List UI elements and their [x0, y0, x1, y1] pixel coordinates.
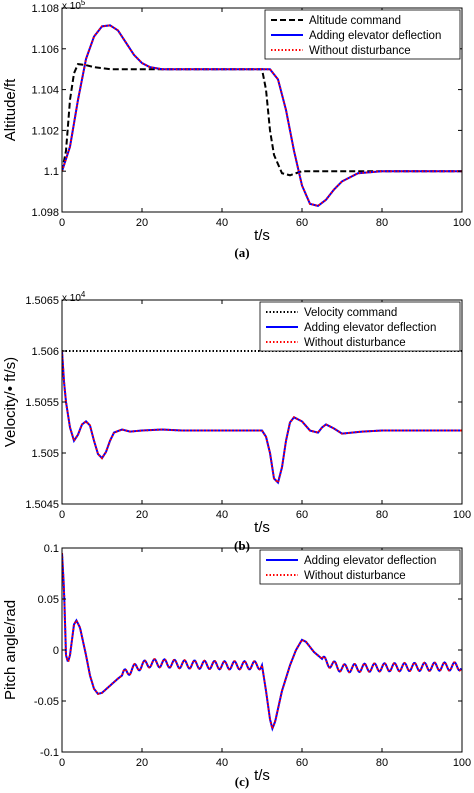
y-tick-label: 1.506	[31, 346, 59, 358]
y-tick-label: -0.05	[34, 696, 59, 708]
x-tick-label: 40	[216, 509, 228, 521]
x-tick-label: 0	[59, 509, 65, 521]
legend-label-adding-elevator-deflection: Adding elevator deflection	[309, 30, 441, 42]
y-multiplier-label: x 104	[62, 290, 86, 304]
x-tick-label: 80	[376, 217, 388, 229]
x-axis-label: t/s	[254, 519, 270, 536]
legend-label-adding-elevator-deflection: Adding elevator deflection	[304, 555, 436, 567]
panel-caption: (c)	[235, 774, 249, 789]
y-tick-label: -0.1	[40, 747, 59, 759]
legend-label-velocity-command: Velocity command	[304, 307, 397, 319]
x-tick-label: 60	[296, 757, 308, 769]
legend-box	[259, 549, 461, 585]
x-tick-label: 20	[136, 217, 148, 229]
y-tick-label: 1.505	[31, 448, 59, 460]
x-tick-label: 60	[296, 217, 308, 229]
panel-caption: (b)	[234, 538, 250, 553]
x-tick-label: 60	[296, 509, 308, 521]
series-line-without-disturbance	[62, 553, 462, 732]
x-tick-label: 40	[216, 217, 228, 229]
legend: Adding elevator deflection Without distur…	[259, 549, 461, 585]
x-tick-label: 20	[136, 509, 148, 521]
y-tick-label: 0	[53, 645, 59, 657]
x-tick-label: 0	[59, 757, 65, 769]
legend-label-without-disturbance: Without disturbance	[309, 45, 411, 57]
x-axis-label: t/s	[254, 767, 270, 784]
chart-panel-3: 0 20 40 60 80 100 -0.1 -0.05 0 0.05 0.1 t/s Pitch an…	[2, 543, 471, 789]
y-tick-label: 1.102	[31, 125, 59, 137]
x-tick-label: 0	[59, 217, 65, 229]
y-tick-label: 1.5065	[25, 295, 59, 307]
y-tick-label: 0.1	[44, 543, 59, 555]
chart-panel-2: 0 20 40 60 80 100 1.5045 1.505 1.5055 1.506 1.5065…	[2, 290, 471, 553]
y-tick-label: 1.104	[31, 85, 59, 97]
series-line-adding-elevator-deflection	[62, 350, 462, 485]
y-tick-label: 1.106	[31, 44, 59, 56]
y-axis-label: Velocity/• ft/s)	[2, 357, 19, 447]
chart-panel-1: 0 20 40 60 80 100 1.098 1.1 1.102 1.104 1.106 1.108…	[2, 0, 471, 260]
legend-label-without-disturbance: Without disturbance	[304, 570, 406, 582]
x-tick-label: 80	[376, 509, 388, 521]
y-axis-label: Pitch angle/rad	[2, 600, 19, 700]
y-tick-label: 0.05	[38, 594, 59, 606]
legend-label-without-disturbance: Without disturbance	[304, 337, 406, 349]
y-exponent-label: 4	[81, 290, 86, 299]
series-line-without-disturbance	[62, 24, 462, 207]
x-tick-label: 100	[453, 509, 471, 521]
series-line-without-disturbance	[62, 350, 462, 485]
y-tick-label: 1.5045	[25, 499, 59, 511]
legend-label-altitude-command: Altitude command	[309, 15, 401, 27]
legend: Altitude command Adding elevator deflecti…	[264, 9, 461, 60]
y-exponent-label: 5	[81, 0, 86, 7]
plot-frame	[61, 7, 463, 213]
x-tick-label: 80	[376, 757, 388, 769]
x-tick-label: 100	[453, 757, 471, 769]
y-multiplier-label: x 105	[62, 0, 86, 12]
y-tick-label: 1.098	[31, 207, 59, 219]
y-tick-label: 1.5055	[25, 397, 59, 409]
legend-label-adding-elevator-deflection: Adding elevator deflection	[304, 322, 436, 334]
x-tick-label: 100	[453, 217, 471, 229]
panel-caption: (a)	[234, 245, 249, 260]
y-axis-label: Altitude/ft	[2, 78, 19, 141]
x-axis-label: t/s	[254, 227, 270, 244]
x-tick-label: 40	[216, 757, 228, 769]
y-tick-label: 1.108	[31, 3, 59, 15]
series-line-altitude-command	[62, 63, 462, 177]
x-tick-label: 20	[136, 757, 148, 769]
legend: Velocity command Adding elevator deflecti…	[259, 301, 461, 352]
y-tick-label: 1.1	[44, 166, 59, 178]
